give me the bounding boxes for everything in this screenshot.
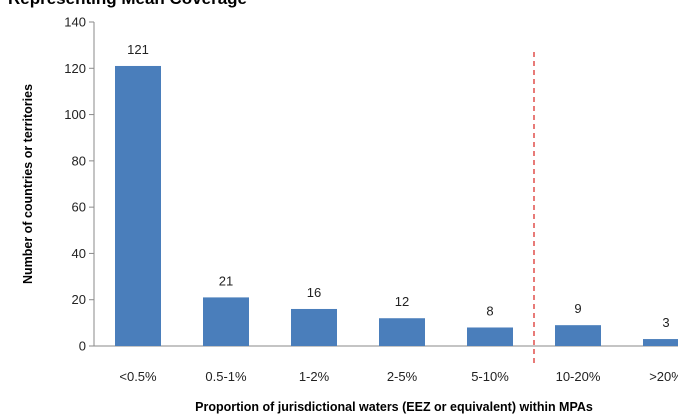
x-axis-title: Proportion of jurisdictional waters (EEZ… xyxy=(195,400,593,414)
x-tick-label: 1-2% xyxy=(299,369,330,384)
y-axis-ticks: 0 20 40 60 80 100 120 140 xyxy=(64,15,94,354)
data-label: 21 xyxy=(219,273,233,288)
y-tick-label: 20 xyxy=(72,292,86,307)
chart-title: Representing Mean Coverage xyxy=(8,0,247,8)
data-label: 8 xyxy=(486,303,493,318)
data-label: 3 xyxy=(662,315,669,330)
y-tick-label: 0 xyxy=(79,339,86,354)
x-tick-label: 0.5-1% xyxy=(205,369,247,384)
x-tick-label: 10-20% xyxy=(556,369,601,384)
x-tick-label: <0.5% xyxy=(119,369,157,384)
y-tick-label: 100 xyxy=(64,107,86,122)
bar xyxy=(291,308,337,346)
bar xyxy=(467,327,513,346)
x-tick-label: 5-10% xyxy=(471,369,509,384)
x-tick-label: 2-5% xyxy=(387,369,418,384)
y-tick-label: 60 xyxy=(72,200,86,215)
y-tick-label: 140 xyxy=(64,15,86,30)
y-tick-label: 80 xyxy=(72,153,86,168)
bar xyxy=(115,65,161,346)
y-tick-label: 120 xyxy=(64,61,86,76)
data-label: 121 xyxy=(127,42,149,57)
bar xyxy=(643,339,678,346)
data-label: 9 xyxy=(574,301,581,316)
bars-group: 121 21 16 12 8 9 3 xyxy=(115,42,678,346)
bar xyxy=(379,318,425,346)
y-tick-label: 40 xyxy=(72,246,86,261)
bar xyxy=(555,325,601,346)
data-label: 16 xyxy=(307,285,321,300)
data-label: 12 xyxy=(395,294,409,309)
x-axis-ticks: <0.5% 0.5-1% 1-2% 2-5% 5-10% 10-20% >20% xyxy=(119,369,678,384)
y-axis-title: Number of countries or territories xyxy=(21,84,35,284)
bar xyxy=(203,297,249,346)
x-tick-label: >20% xyxy=(649,369,678,384)
